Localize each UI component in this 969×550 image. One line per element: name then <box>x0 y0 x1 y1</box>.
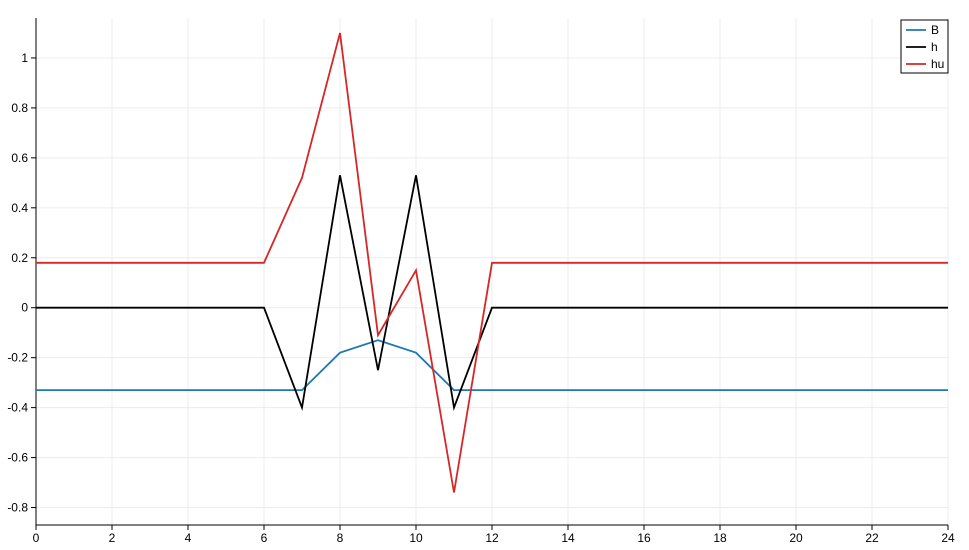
x-tick-label: 10 <box>409 531 423 545</box>
grid-layer <box>35 18 949 525</box>
x-tick-label: 8 <box>337 531 344 545</box>
y-tick-label: -0.8 <box>7 501 28 515</box>
series-layer <box>36 32 948 493</box>
y-tick-label: 1 <box>21 51 28 65</box>
y-tick-label: -0.4 <box>7 401 28 415</box>
x-tick-label: 20 <box>789 531 803 545</box>
x-tick-label: 22 <box>865 531 879 545</box>
axis-layer: 0 2 4 6 8 10 12 14 16 18 20 22 24-0.8-0.6-0.4-0.200.… <box>7 18 955 545</box>
x-tick-label: 6 <box>261 531 268 545</box>
y-tick-label: 0.2 <box>11 251 28 265</box>
y-tick-label: -0.2 <box>7 351 28 365</box>
x-tick-label: 4 <box>185 531 192 545</box>
x-tick-label: 18 <box>713 531 727 545</box>
x-tick-label: 14 <box>561 531 575 545</box>
series-line-hu <box>36 32 948 493</box>
legend: Bh hu <box>900 19 949 74</box>
x-tick-label: 16 <box>637 531 651 545</box>
x-tick-label: 24 <box>941 531 955 545</box>
series-line-B <box>36 339 948 392</box>
legend-label: hu <box>931 57 944 71</box>
x-tick-label: 12 <box>485 531 499 545</box>
y-tick-label: 0 <box>21 301 28 315</box>
series-line-h <box>36 175 948 412</box>
legend-label: B <box>931 23 939 37</box>
legend-label: h <box>931 40 938 54</box>
y-tick-label: -0.6 <box>7 451 28 465</box>
y-tick-label: 0.8 <box>11 101 28 115</box>
x-tick-label: 0 <box>33 531 40 545</box>
x-tick-label: 2 <box>109 531 116 545</box>
y-tick-label: 0.4 <box>11 201 28 215</box>
y-tick-label: 0.6 <box>11 151 28 165</box>
